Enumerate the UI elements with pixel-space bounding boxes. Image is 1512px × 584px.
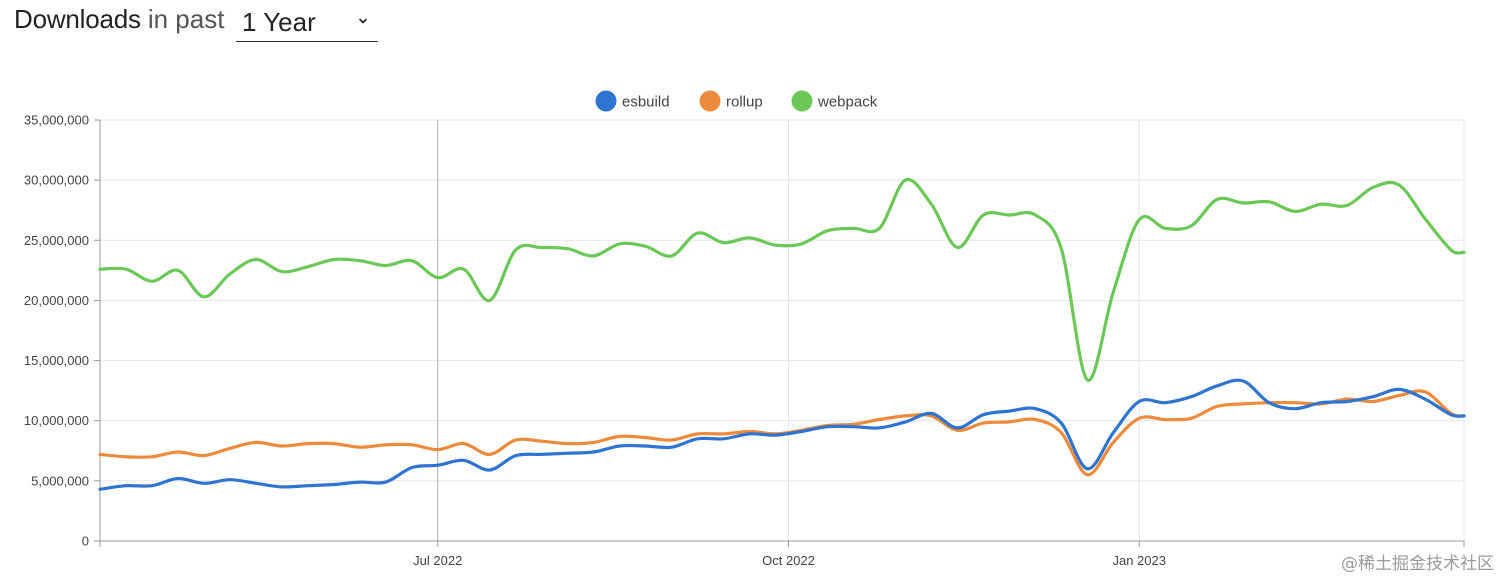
- legend-label: esbuild: [622, 94, 670, 111]
- legend-label: rollup: [726, 94, 763, 111]
- series-line-esbuild: [98, 378, 1466, 491]
- y-tick-label: 35,000,000: [24, 113, 89, 128]
- series-line-webpack: [98, 177, 1466, 382]
- y-tick-label: 5,000,000: [31, 473, 89, 488]
- y-tick-label: 30,000,000: [24, 173, 89, 188]
- chart-axes: 0 5,000,000 10,000,000 15,000,000 20,000,000…: [24, 113, 1465, 568]
- legend-item-webpack[interactable]: webpack: [791, 90, 878, 112]
- y-tick-label: 20,000,000: [24, 293, 89, 308]
- y-tick-label: 10,000,000: [24, 413, 89, 428]
- chart-grid: [99, 119, 1465, 542]
- x-tick-label: Jul 2022: [413, 553, 462, 568]
- series-line-rollup: [98, 389, 1466, 477]
- period-select[interactable]: 1 Year: [236, 4, 378, 42]
- x-tick-label: Oct 2022: [762, 553, 815, 568]
- watermark-text: @稀土掘金技术社区: [1341, 554, 1494, 574]
- y-tick-label: 0: [82, 534, 89, 549]
- header-title: Downloads: [14, 4, 141, 34]
- legend-swatch: [595, 90, 617, 112]
- chart-series: [98, 177, 1466, 491]
- legend-label: webpack: [817, 94, 878, 111]
- legend-swatch: [699, 90, 721, 112]
- legend-item-esbuild[interactable]: esbuild: [595, 90, 670, 112]
- y-tick-label: 15,000,000: [24, 353, 89, 368]
- chart-legend: esbuild rollup webpack: [595, 90, 878, 112]
- chevron-down-icon: [359, 18, 367, 24]
- header-subtitle: in past: [147, 4, 225, 34]
- y-tick-label: 25,000,000: [24, 233, 89, 248]
- legend-swatch: [791, 90, 813, 112]
- downloads-header: Downloads in past: [14, 4, 224, 44]
- x-tick-label: Jan 2023: [1112, 553, 1166, 568]
- legend-item-rollup[interactable]: rollup: [699, 90, 763, 112]
- period-select-value: 1 Year: [242, 7, 316, 37]
